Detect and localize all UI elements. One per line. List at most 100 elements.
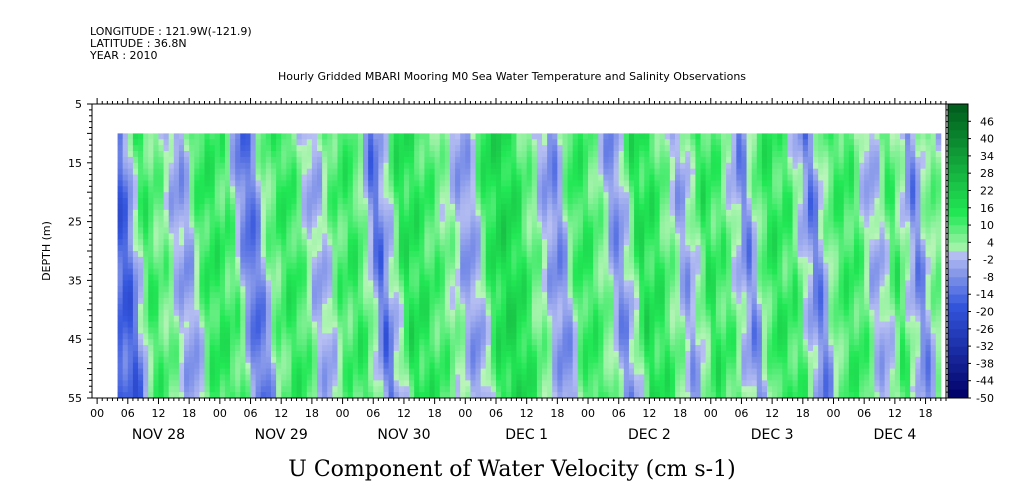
heatmap-cell xyxy=(674,280,681,287)
heatmap-cell xyxy=(649,162,655,170)
heatmap-cell xyxy=(475,350,482,358)
heatmap-cell xyxy=(178,362,185,369)
heatmap-cell xyxy=(424,215,430,222)
heatmap-cell xyxy=(557,174,563,181)
heatmap-cell xyxy=(204,151,211,158)
heatmap-cell xyxy=(219,321,226,328)
heatmap-cell xyxy=(153,256,159,264)
heatmap-cell xyxy=(634,327,640,334)
heatmap-cell xyxy=(265,198,272,205)
heatmap-cell xyxy=(434,215,441,222)
heatmap-cell xyxy=(434,203,441,211)
heatmap-cell xyxy=(449,333,456,340)
heatmap-cell xyxy=(368,368,374,375)
heatmap-cell xyxy=(639,345,645,352)
heatmap-cell xyxy=(429,268,436,275)
heatmap-cell xyxy=(127,321,134,328)
heatmap-cell xyxy=(311,168,318,175)
heatmap-cell xyxy=(378,292,384,299)
heatmap-cell xyxy=(148,251,154,258)
heatmap-cell xyxy=(388,321,395,328)
heatmap-cell xyxy=(301,327,308,334)
heatmap-cell xyxy=(158,162,164,170)
heatmap-cell xyxy=(378,174,384,181)
heatmap-cell xyxy=(644,262,650,270)
heatmap-cell xyxy=(444,215,451,222)
heatmap-cell xyxy=(286,292,292,299)
heatmap-cell xyxy=(659,321,666,328)
heatmap-cell xyxy=(286,203,292,211)
heatmap-cell xyxy=(122,345,129,352)
heatmap-cell xyxy=(363,268,369,275)
heatmap-cell xyxy=(449,315,456,322)
heatmap-cell xyxy=(572,221,579,228)
heatmap-cell xyxy=(414,262,420,270)
heatmap-cell xyxy=(245,309,251,317)
heatmap-cell xyxy=(127,162,134,170)
heatmap-cell xyxy=(163,368,170,375)
heatmap-cell xyxy=(214,233,221,240)
heatmap-cell xyxy=(547,192,553,199)
heatmap-cell xyxy=(122,339,129,346)
heatmap-cell xyxy=(623,145,630,152)
heatmap-cell xyxy=(582,209,589,217)
heatmap-cell xyxy=(506,345,512,352)
heatmap-cell xyxy=(173,133,180,140)
heatmap-cell xyxy=(173,392,180,398)
heatmap-cell xyxy=(368,309,374,317)
heatmap-cell xyxy=(434,256,441,264)
heatmap-cell xyxy=(388,350,395,358)
heatmap-cell xyxy=(582,151,589,158)
heatmap-cell xyxy=(582,256,589,264)
heatmap-cell xyxy=(649,145,655,152)
heatmap-cell xyxy=(184,274,190,281)
heatmap-cell xyxy=(163,245,170,252)
heatmap-cell xyxy=(143,303,149,311)
heatmap-cell xyxy=(419,256,425,264)
heatmap-cell xyxy=(669,315,676,322)
heatmap-cell xyxy=(639,174,645,181)
heatmap-cell xyxy=(460,256,466,264)
heatmap-cell xyxy=(332,133,338,140)
heatmap-cell xyxy=(449,286,456,293)
heatmap-cell xyxy=(363,392,369,398)
heatmap-cell xyxy=(173,292,180,299)
heatmap-cell xyxy=(368,180,374,187)
heatmap-cell xyxy=(460,298,466,305)
heatmap-cell xyxy=(388,356,395,364)
heatmap-cell xyxy=(240,203,246,211)
heatmap-cell xyxy=(327,298,333,305)
heatmap-cell xyxy=(608,268,614,275)
heatmap-cell xyxy=(567,145,574,152)
heatmap-cell xyxy=(639,256,645,264)
heatmap-cell xyxy=(572,298,579,305)
heatmap-cell xyxy=(536,274,543,281)
heatmap-cell xyxy=(490,374,497,381)
heatmap-cell xyxy=(414,298,420,305)
heatmap-cell xyxy=(664,374,671,381)
heatmap-cell xyxy=(444,162,451,170)
heatmap-cell xyxy=(122,151,129,158)
heatmap-cell xyxy=(163,268,170,275)
heatmap-cell xyxy=(158,233,164,240)
heatmap-cell xyxy=(552,374,558,381)
heatmap-cell xyxy=(582,198,589,205)
heatmap-cell xyxy=(572,327,579,334)
heatmap-cell xyxy=(608,350,614,358)
heatmap-cell xyxy=(628,221,635,228)
heatmap-cell xyxy=(230,192,236,199)
heatmap-cell xyxy=(562,298,568,305)
heatmap-cell xyxy=(669,268,676,275)
heatmap-cell xyxy=(199,133,205,140)
heatmap-cell xyxy=(444,286,451,293)
heatmap-cell xyxy=(511,133,517,140)
heatmap-cell xyxy=(194,192,200,199)
heatmap-cell xyxy=(224,374,231,381)
heatmap-cell xyxy=(654,227,661,234)
heatmap-cell xyxy=(393,139,400,146)
heatmap-cell xyxy=(567,392,574,398)
heatmap-cell xyxy=(674,203,681,211)
heatmap-cell xyxy=(322,174,328,181)
heatmap-cell xyxy=(224,156,231,164)
heatmap-cell xyxy=(398,215,405,222)
